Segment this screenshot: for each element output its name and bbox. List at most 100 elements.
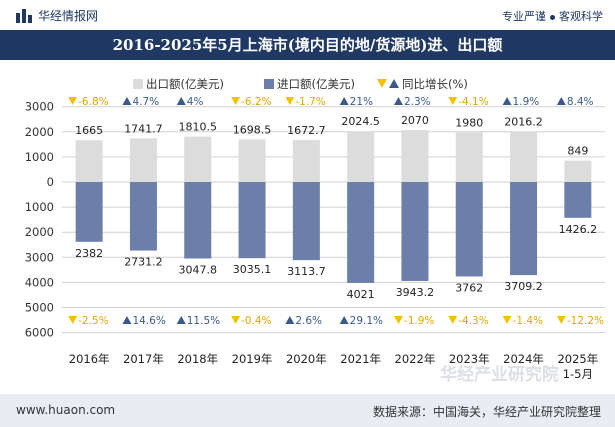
export-growth-label-text: -4.1% bbox=[458, 96, 488, 108]
up-triangle-icon bbox=[339, 316, 349, 324]
export-growth-label-text: 1.9% bbox=[513, 96, 540, 108]
import-growth-label-text: 2.6% bbox=[295, 315, 322, 327]
legend: 出口额(亿美元) 进口额(亿美元) 同比增长(%) bbox=[133, 77, 468, 91]
export-bar bbox=[238, 139, 266, 182]
export-growth-label-text: -6.2% bbox=[241, 96, 271, 108]
import-growth-label-text: -1.9% bbox=[404, 315, 434, 327]
export-bar bbox=[564, 160, 592, 182]
up-triangle-icon bbox=[122, 97, 132, 105]
import-value-label: 1426.2 bbox=[559, 223, 598, 236]
import-growth-label-text: -12.2% bbox=[567, 315, 604, 327]
import-bar bbox=[238, 182, 266, 259]
y-tick-label: 5000 bbox=[25, 301, 54, 315]
import-bar bbox=[564, 182, 592, 218]
import-value-label: 2731.2 bbox=[124, 256, 163, 269]
up-triangle-icon bbox=[285, 316, 295, 324]
footer-url[interactable]: www.huaon.com bbox=[16, 403, 116, 417]
export-bar bbox=[184, 136, 212, 182]
import-value-label: 3762 bbox=[455, 281, 483, 294]
up-triangle-icon bbox=[339, 97, 349, 105]
dot-icon bbox=[550, 14, 555, 20]
footer: www.huaon.com 数据来源：中国海关，华经产业研究院整理 bbox=[0, 394, 615, 427]
export-value-label: 2016.2 bbox=[504, 115, 543, 128]
slogan: 专业严谨 客观科学 bbox=[502, 8, 603, 24]
import-bar bbox=[184, 182, 212, 259]
down-triangle-icon bbox=[231, 316, 241, 324]
export-value-label: 1698.5 bbox=[233, 123, 272, 136]
import-growth-label: -1.9% bbox=[393, 315, 434, 327]
export-growth-label: -6.2% bbox=[231, 96, 272, 108]
footer-source: 数据来源：中国海关，华经产业研究院整理 bbox=[372, 405, 601, 419]
export-value-label: 1980 bbox=[455, 116, 483, 129]
brand-logo-icon bbox=[16, 8, 32, 23]
import-bar bbox=[292, 182, 320, 261]
legend-export-label: 出口额(亿美元) bbox=[146, 77, 224, 91]
chart: 出口额(亿美元) 进口额(亿美元) 同比增长(%) 3000 2000 1000 0 100… bbox=[25, 77, 605, 381]
down-triangle-icon bbox=[68, 316, 78, 324]
export-value-label: 1665 bbox=[75, 124, 103, 137]
import-value-label: 3047.8 bbox=[179, 263, 218, 276]
export-growth-label: -4.1% bbox=[448, 96, 489, 108]
x-axis: 2016年 2017年 2018年 2019年 2020年 2021年 2022年 2023年… bbox=[69, 352, 598, 381]
x-tick-label: 2021年 bbox=[340, 352, 381, 366]
import-growth-label: 2.6% bbox=[285, 315, 322, 327]
y-tick-label: 3000 bbox=[25, 250, 54, 264]
export-bar bbox=[75, 140, 103, 182]
x-tick-label: 1-5月 bbox=[563, 367, 593, 381]
y-tick-label: 1000 bbox=[25, 200, 54, 214]
import-growth-label-text: 11.5% bbox=[187, 315, 220, 327]
up-triangle-icon bbox=[502, 97, 512, 105]
brand-name: 华经情报网 bbox=[38, 9, 99, 23]
down-triangle-icon bbox=[393, 316, 403, 324]
down-triangle-icon bbox=[556, 316, 566, 324]
x-tick-label: 2023年 bbox=[449, 352, 490, 366]
export-growth-label-text: -6.8% bbox=[78, 96, 108, 108]
export-growth-label-text: 4.7% bbox=[132, 96, 159, 108]
data-labels: 1665 2382 1741.7 2731.2 1810.5 3047.8 1698.5 30… bbox=[75, 114, 597, 301]
export-growth-label: -6.8% bbox=[68, 96, 109, 108]
export-growth-label: 4.7% bbox=[122, 96, 159, 108]
export-value-label: 849 bbox=[567, 145, 588, 158]
y-tick-label: 4000 bbox=[25, 275, 54, 289]
x-tick-label: 2025年 bbox=[557, 352, 598, 366]
import-value-label: 2382 bbox=[75, 247, 103, 260]
export-bar bbox=[347, 131, 375, 182]
import-bar bbox=[455, 182, 483, 277]
y-tick-label: 3000 bbox=[25, 100, 54, 114]
export-growth-label: 4% bbox=[176, 96, 203, 108]
bars bbox=[75, 130, 592, 283]
legend-growth-label: 同比增长(%) bbox=[402, 77, 468, 91]
x-tick-label: 2024年 bbox=[503, 352, 544, 366]
x-tick-label: 2018年 bbox=[177, 352, 218, 366]
export-value-label: 1810.5 bbox=[179, 121, 218, 134]
slogan-left: 专业严谨 bbox=[502, 10, 546, 23]
slogan-right: 客观科学 bbox=[559, 10, 603, 23]
import-growth-label: -1.4% bbox=[502, 315, 543, 327]
down-triangle-icon bbox=[502, 316, 512, 324]
export-growth-label: 2.3% bbox=[393, 96, 431, 108]
y-tick-label: 2000 bbox=[25, 125, 54, 139]
import-bar bbox=[75, 182, 103, 242]
export-growth-label: 8.4% bbox=[556, 96, 594, 108]
brand[interactable]: 华经情报网 bbox=[16, 7, 98, 24]
down-triangle-icon bbox=[285, 97, 295, 105]
export-growth-label-text: 8.4% bbox=[567, 96, 594, 108]
import-value-label: 4021 bbox=[347, 288, 375, 301]
growth-labels: -6.8% -2.5% 4.7% 14.6% 4% 11.5% -6.2% -0.4% -1.7… bbox=[68, 96, 604, 327]
down-triangle-icon bbox=[68, 97, 78, 105]
y-tick-label: 0 bbox=[47, 175, 54, 189]
import-growth-label-text: 14.6% bbox=[132, 315, 165, 327]
export-growth-label: -1.7% bbox=[285, 96, 326, 108]
watermark: 华经产业研究院 bbox=[440, 365, 559, 385]
import-growth-label: 11.5% bbox=[176, 315, 220, 327]
legend-down-triangle-icon bbox=[377, 79, 387, 88]
import-bar bbox=[347, 182, 375, 283]
x-tick-label: 2017年 bbox=[123, 352, 164, 366]
import-value-label: 3035.1 bbox=[233, 263, 272, 276]
export-value-label: 2070 bbox=[401, 114, 429, 127]
export-growth-label-text: -1.7% bbox=[295, 96, 325, 108]
up-triangle-icon bbox=[176, 97, 186, 105]
import-growth-label: 29.1% bbox=[339, 315, 383, 327]
export-value-label: 2024.5 bbox=[341, 115, 380, 128]
up-triangle-icon bbox=[122, 316, 132, 324]
